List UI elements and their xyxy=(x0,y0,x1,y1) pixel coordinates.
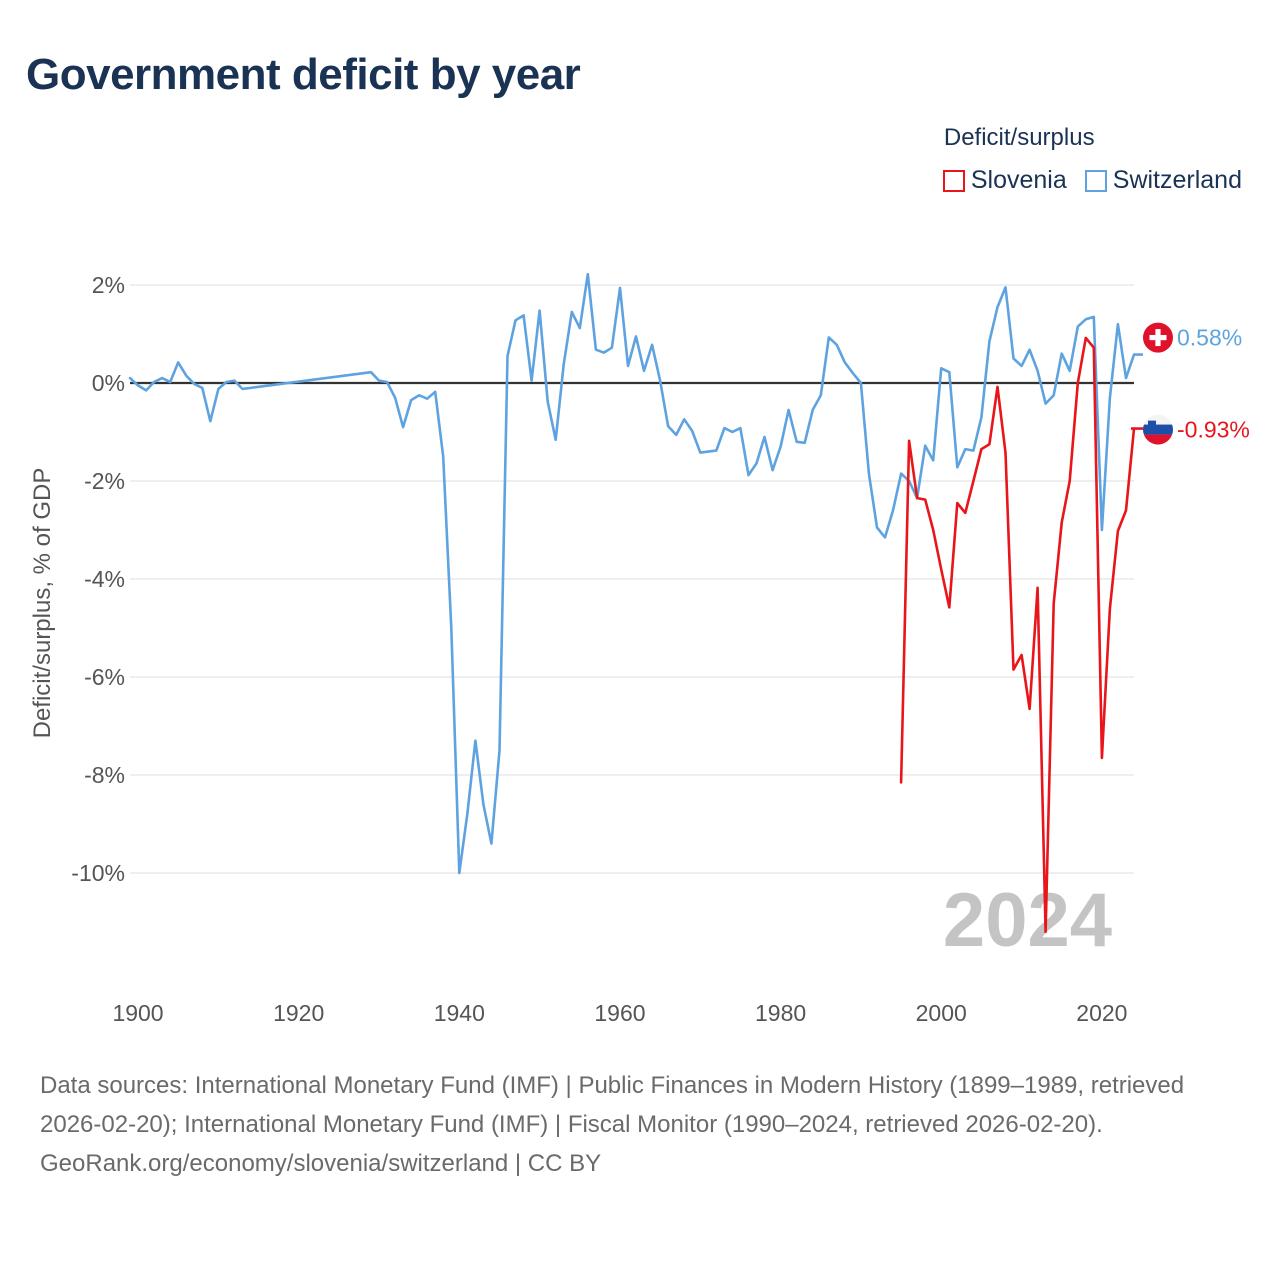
x-tick-label: 1960 xyxy=(594,1000,645,1026)
source-text: Data sources: International Monetary Fun… xyxy=(40,1072,1185,1138)
gridlines xyxy=(130,284,1134,874)
slovenia-flag-blue xyxy=(1143,424,1173,435)
legend-swatch-switzerland xyxy=(1084,169,1107,192)
series-line-slovenia xyxy=(899,336,1136,934)
source-note: Data sources: International Monetary Fun… xyxy=(40,1066,1240,1183)
y-tick-label: -2% xyxy=(84,468,125,494)
x-axis-ticks: 1900 1920 1940 1960 1980 2000 2020 xyxy=(112,1000,1127,1026)
slovenia-flag-shield xyxy=(1148,420,1156,429)
end-label-switzerland: 0.58% xyxy=(1177,325,1242,351)
end-label-slovenia: -0.93% xyxy=(1177,417,1250,443)
y-axis-label: Deficit/surplus, % of GDP xyxy=(29,468,56,739)
x-tick-label: 1940 xyxy=(434,1000,485,1026)
x-tick-label: 2020 xyxy=(1076,1000,1127,1026)
source-link[interactable]: GeoRank.org/economy/slovenia/switzerland… xyxy=(40,1150,602,1177)
x-tick-label: 1920 xyxy=(273,1000,324,1026)
slovenia-flag-icon xyxy=(1143,414,1173,445)
legend: Deficit/surplus Slovenia Switzerland xyxy=(942,124,1242,195)
y-tick-label: -4% xyxy=(84,566,125,592)
year-label: 2024 xyxy=(943,878,1112,963)
legend-label-slovenia: Slovenia xyxy=(970,166,1067,194)
legend-label-switzerland: Switzerland xyxy=(1112,166,1242,194)
switzerland-flag-cross-h xyxy=(1149,334,1167,341)
chart-title: Government deficit by year xyxy=(26,50,581,99)
y-tick-label: -8% xyxy=(84,762,125,788)
y-tick-label: 2% xyxy=(92,272,125,298)
series-line-switzerland xyxy=(128,272,1136,875)
line-chart: 2% 0% -2% -4% -6% -8% -10% 1900 1920 1940 1960 198… xyxy=(29,272,1250,1026)
y-tick-label: 0% xyxy=(92,370,125,396)
x-tick-label: 2000 xyxy=(916,1000,967,1026)
x-tick-label: 1900 xyxy=(112,1000,163,1026)
y-tick-label: -6% xyxy=(84,664,125,690)
legend-swatch-slovenia xyxy=(942,169,965,192)
end-labels: 0.58% -0.93% xyxy=(1131,322,1250,445)
y-axis-ticks: 2% 0% -2% -4% -6% -8% -10% xyxy=(71,272,125,886)
slovenia-flag-white xyxy=(1143,414,1173,425)
x-tick-label: 1980 xyxy=(755,1000,806,1026)
series-lines xyxy=(128,272,1136,934)
legend-item-switzerland[interactable]: Switzerland xyxy=(1084,166,1242,195)
legend-title: Deficit/surplus xyxy=(943,124,1095,151)
legend-item-slovenia[interactable]: Slovenia xyxy=(942,166,1067,195)
slovenia-flag-red xyxy=(1143,434,1173,445)
y-tick-label: -10% xyxy=(71,860,125,886)
